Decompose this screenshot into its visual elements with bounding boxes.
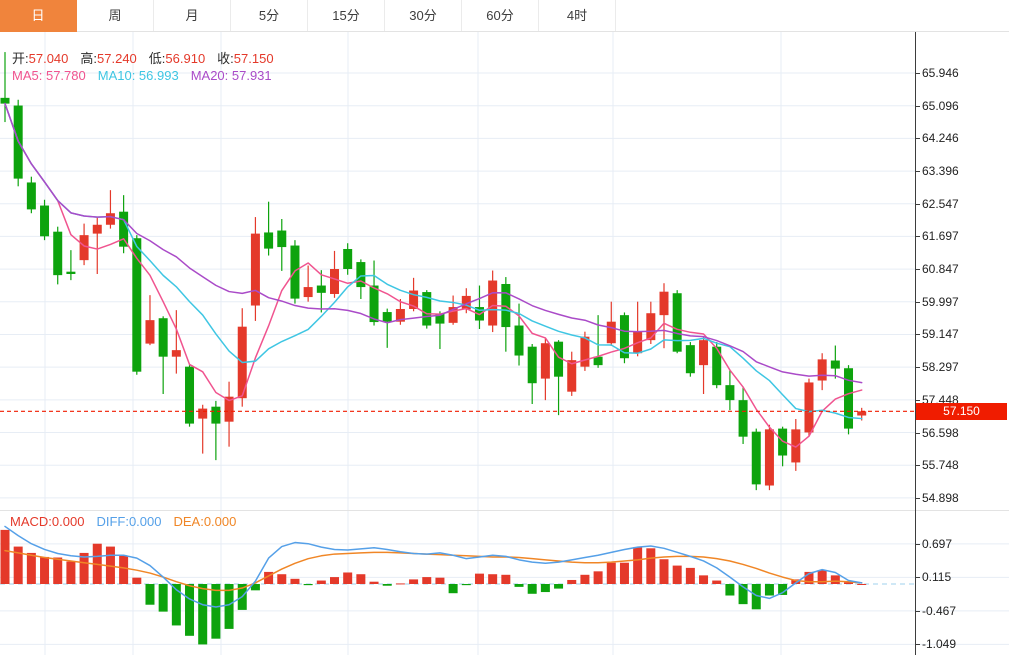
price-axis-label: 59.997 [922,294,959,309]
legend-ma5: MA5: 57.780 [12,68,86,83]
axis-tick [915,399,920,401]
axis-tick [915,203,920,205]
ma-legend: MA5: 57.780 MA10: 56.993 MA20: 57.931 [12,68,284,83]
legend-diff: DIFF:0.000 [96,514,162,529]
macd-axis-label: 0.115 [922,570,952,585]
tab-周[interactable]: 周 [77,0,154,31]
ohlc-legend: 开:57.040 高:57.240 低:56.910 收:57.150 [12,48,286,67]
tab-30分[interactable]: 30分 [385,0,462,31]
axis-tick [915,465,920,467]
axis-tick [915,301,920,303]
axis-tick [915,236,920,238]
last-price-badge: 57.150 [916,402,1007,420]
legend-macd: MACD:0.000 [10,514,85,529]
axis-tick [915,334,920,336]
price-axis-label: 56.598 [922,425,959,440]
price-axis-label: 65.946 [922,66,959,80]
axis-tick [915,610,920,612]
price-axis-label: 65.096 [922,98,959,113]
timeframe-tabbar: 日周月 5分 15分 30分 60分 4时 [0,0,1009,32]
axis-tick [915,171,920,173]
tab-15分[interactable]: 15分 [308,0,385,31]
y-axis-line [915,32,916,655]
macd-axis-label: 0.697 [922,536,953,551]
price-axis-label: 60.847 [922,262,959,277]
price-axis-label: 59.147 [922,327,959,342]
legend-ma10: MA10: 56.993 [97,68,179,83]
axis-tick [915,105,920,107]
panel-divider [0,510,1009,511]
tab-5分[interactable]: 5分 [231,0,308,31]
axis-tick [915,73,920,74]
price-axis-label: 58.297 [922,360,959,375]
macd-axis-label: -1.049 [922,637,957,652]
price-axis-label: 55.748 [922,458,959,473]
ohlc-high: 高:57.240 [80,51,137,66]
axis-tick [915,497,920,499]
price-axis-label: 54.898 [922,490,959,505]
legend-dea: DEA:0.000 [173,514,237,529]
price-axis-label: 64.246 [922,131,959,146]
axis-tick [915,543,920,545]
price-axis-label: 62.547 [922,196,959,211]
tab-日[interactable]: 日 [0,0,77,32]
axis-tick [915,577,920,579]
tab-月[interactable]: 月 [154,0,231,31]
price-axis-label: 61.697 [922,229,959,244]
axis-tick [915,432,920,434]
axis-tick [915,367,920,369]
ohlc-low: 低:56.910 [148,51,206,66]
axis-tick [915,269,920,271]
tab-60分[interactable]: 60分 [462,0,539,31]
macd-legend: MACD:0.000 DIFF:0.000 DEA:0.000 [10,514,248,529]
legend-ma20: MA20: 57.931 [190,68,272,83]
ohlc-open: 开:57.040 [12,51,69,66]
tab-4时[interactable]: 4时 [539,0,616,31]
axis-tick [915,138,920,140]
price-axis-label: 63.396 [922,164,959,179]
axis-tick [915,644,920,646]
macd-axis-label: -0.467 [922,603,957,618]
ohlc-close: 收:57.150 [217,51,274,66]
